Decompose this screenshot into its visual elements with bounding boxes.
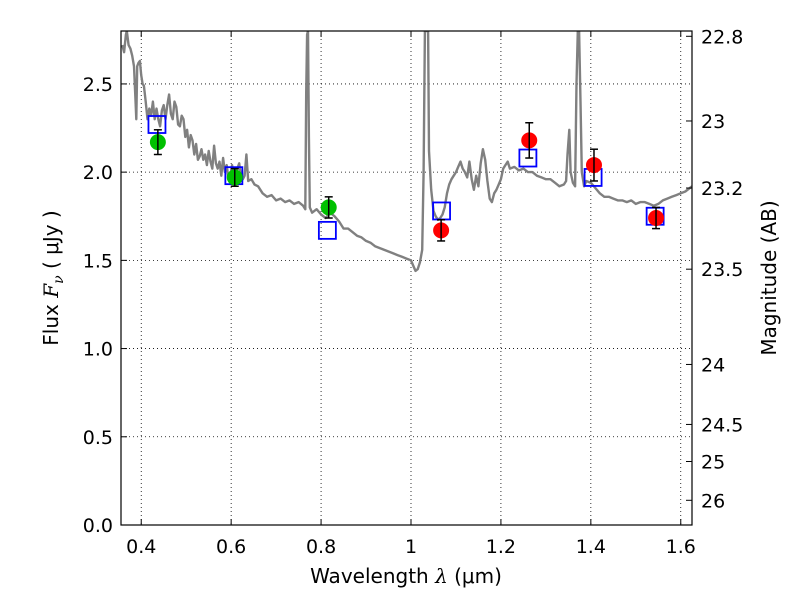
y-tick-label-4: 2.0	[83, 162, 113, 184]
x-tick-label-4: 1.2	[486, 536, 516, 558]
x-tick-label-5: 1.4	[576, 536, 606, 558]
y2-tick-label-7: 26	[701, 490, 725, 512]
y2-tick-label-5: 24.5	[701, 414, 743, 436]
y-tick-label-3: 1.5	[83, 250, 113, 272]
y2-tick-label-6: 25	[701, 451, 725, 473]
plot-area	[121, 31, 692, 525]
y-axis-label: Flux Fν ( μJy )	[39, 210, 67, 345]
y2-tick-label-4: 24	[701, 354, 725, 376]
y-tick-label-2: 1.0	[83, 339, 113, 361]
y2-tick-label-1: 23	[701, 111, 725, 133]
plot-border	[120, 30, 693, 526]
y2-axis-label: Magnitude (AB)	[757, 200, 781, 355]
x-axis-label: Wavelength λ (μm)	[310, 564, 502, 588]
y2-tick-label-3: 23.5	[701, 259, 743, 281]
x-tick-label-0: 0.4	[126, 536, 156, 558]
model-flux-square-0	[147, 115, 167, 134]
y-tick-label-5: 2.5	[83, 74, 113, 96]
clipped-data	[121, 31, 692, 273]
y2-tick-label-2: 23.2	[701, 178, 743, 200]
y-tick-label-0: 0.0	[83, 515, 113, 537]
data-layer	[121, 31, 692, 273]
y2-tick-label-0: 22.8	[701, 26, 743, 48]
x-tick-label-1: 0.6	[216, 536, 246, 558]
x-tick-label-6: 1.6	[666, 536, 696, 558]
tick-marks: 0.4 0.6 0.8 1 1.2 1.4 1.6 0.0 0.5 1.0 1.5 2.0 2.5 22.…	[83, 26, 744, 558]
x-tick-label-3: 1	[405, 536, 417, 558]
model-spectrum-line	[121, 31, 692, 273]
y-tick-label-1: 0.5	[83, 427, 113, 449]
x-tick-label-2: 0.8	[306, 536, 336, 558]
model-flux-square-2	[317, 220, 337, 240]
model-flux-square-4	[518, 148, 538, 168]
